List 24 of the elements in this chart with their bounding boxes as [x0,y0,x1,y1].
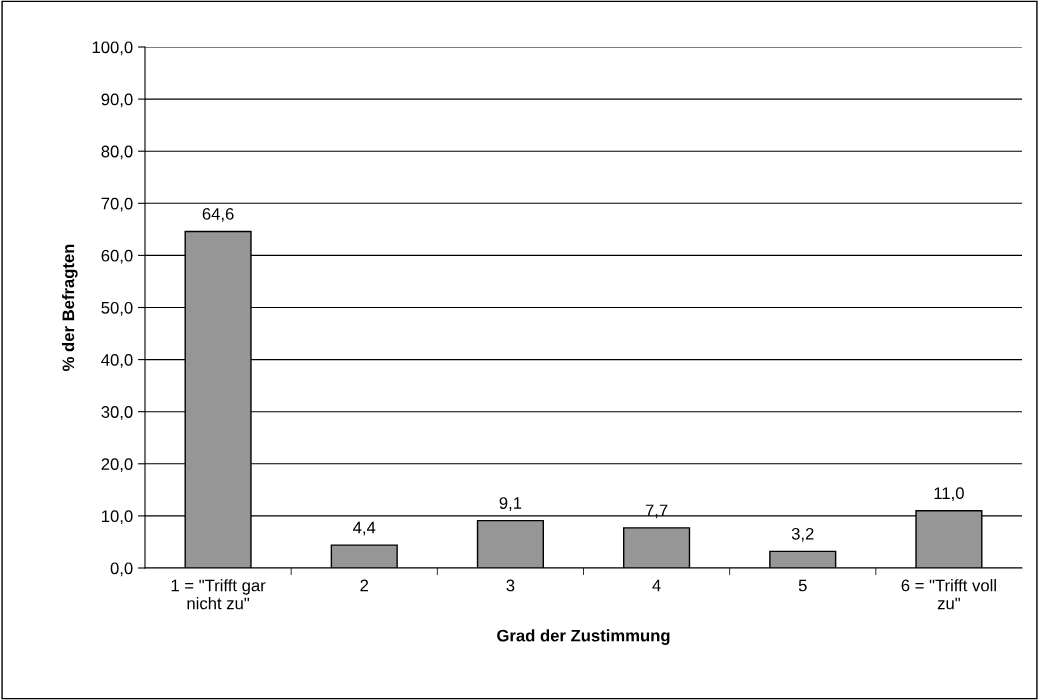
y-tick-label: 30,0 [101,406,133,420]
data-label: 4,4 [353,521,376,536]
x-tick-label: 2 [360,579,369,592]
y-tick-label: 0,0 [110,562,133,577]
y-tick-label: 50,0 [101,301,133,316]
y-tick-label: 90,0 [101,93,133,108]
x-axis-title: Grad der Zustimmung [497,629,670,645]
y-tick-label: 70,0 [101,197,133,212]
y-axis-title: % der Befragten [61,244,78,371]
y-tick-label: 100,0 [92,41,133,56]
y-tick-label: 20,0 [101,458,133,472]
x-tick-label: 6 = "Trifft voll zu" [901,579,996,610]
data-label: 64,6 [202,208,234,222]
data-label: 3,2 [791,527,814,542]
x-tick-label: 3 [506,579,515,592]
x-tick-label: 4 [652,579,661,592]
y-tick-label: 40,0 [101,354,133,368]
x-tick-label: 5 [798,579,807,592]
y-tick-label: 60,0 [101,249,133,264]
data-label: 11,0 [934,487,964,502]
x-tick-label: 1 = "Trifft gar nicht zu" [171,579,266,610]
y-tick-label: 80,0 [101,145,133,160]
y-tick-label: 10,0 [102,510,133,525]
data-label: 9,1 [499,497,522,511]
